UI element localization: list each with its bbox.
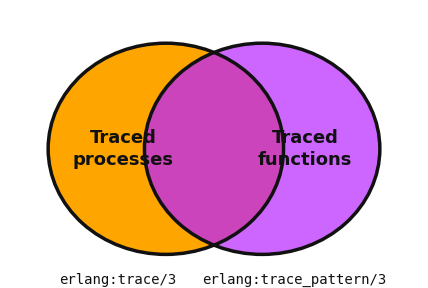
Circle shape [48, 43, 283, 254]
Circle shape [48, 43, 283, 254]
Text: Traced
functions: Traced functions [258, 129, 352, 169]
Circle shape [145, 43, 380, 254]
Text: Traced
processes: Traced processes [73, 129, 173, 169]
Text: erlang:trace_pattern/3: erlang:trace_pattern/3 [202, 273, 386, 287]
Text: erlang:trace/3: erlang:trace/3 [59, 273, 176, 287]
